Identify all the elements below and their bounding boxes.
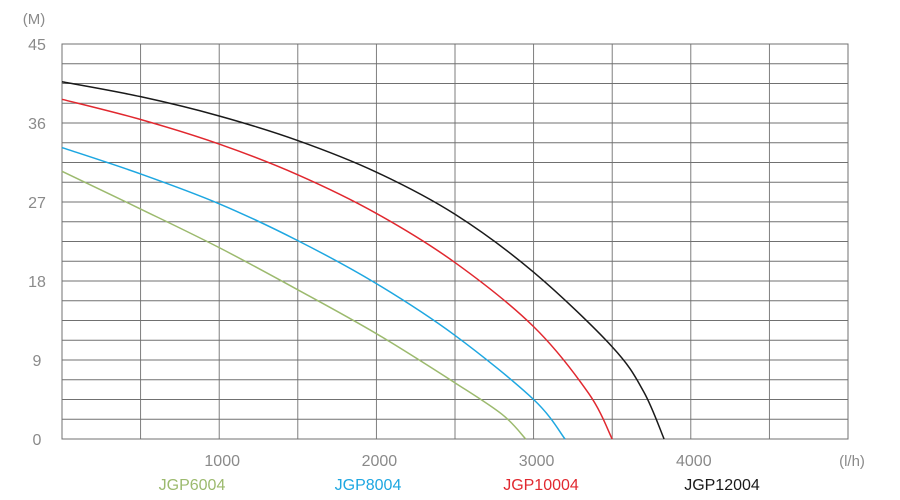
- x-tick-label: 1000: [204, 453, 240, 470]
- legend-item-jgp8004: JGP8004: [335, 477, 402, 494]
- legend-item-jgp6004: JGP6004: [159, 477, 226, 494]
- y-tick-label: 27: [28, 195, 46, 212]
- x-tick-label: 3000: [519, 453, 555, 470]
- x-tick-label: 4000: [676, 453, 712, 470]
- series-line-jgp12004: [61, 81, 665, 440]
- y-tick-label: 9: [33, 353, 42, 370]
- legend-item-jgp12004: JGP12004: [684, 477, 760, 494]
- grid: [61, 43, 849, 440]
- series-line-jgp10004: [61, 98, 613, 440]
- series-lines: [61, 81, 665, 440]
- x-tick-labels: 1000 2000 3000 4000: [204, 453, 711, 470]
- y-tick-label: 18: [28, 274, 46, 291]
- legend-item-jgp10004: JGP10004: [503, 477, 579, 494]
- y-axis-unit: (M): [23, 11, 46, 28]
- y-tick-label: 45: [28, 37, 46, 54]
- legend: JGP6004 JGP8004 JGP10004 JGP12004: [159, 477, 760, 494]
- x-tick-label: 2000: [362, 453, 398, 470]
- y-tick-labels: 0 9 18 27 36 45: [28, 37, 46, 449]
- series-line-jgp8004: [61, 146, 566, 440]
- x-axis-unit: (l/h): [839, 453, 865, 470]
- y-tick-label: 0: [33, 432, 42, 449]
- series-line-jgp6004: [61, 170, 527, 440]
- y-tick-label: 36: [28, 116, 46, 133]
